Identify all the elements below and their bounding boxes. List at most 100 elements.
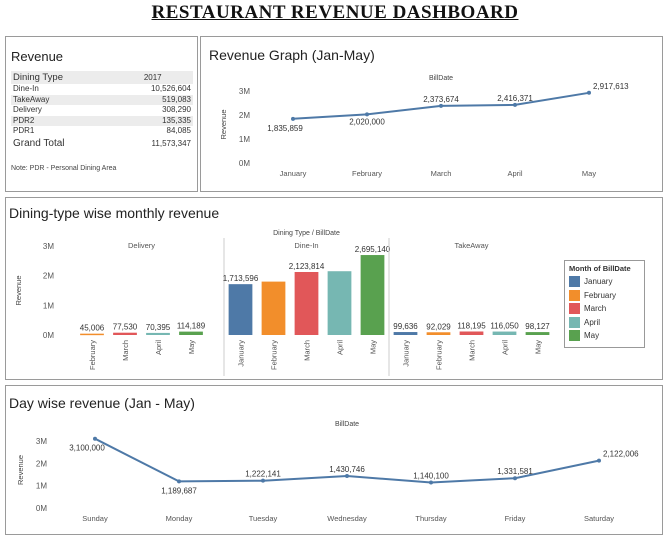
legend-swatch (569, 289, 580, 301)
bar (327, 271, 352, 335)
group-label: Dine-In (294, 241, 318, 250)
group-label: Delivery (128, 241, 155, 250)
bar-value-label: 98,127 (525, 322, 550, 331)
legend-swatch (569, 303, 580, 315)
dining-type-name: Dine-In (13, 84, 39, 93)
bar-value-label: 45,006 (80, 324, 105, 333)
bar (360, 255, 385, 335)
dining-type-title: Dining-type wise monthly revenue (9, 205, 220, 221)
data-point (429, 480, 433, 485)
data-label: 1,835,859 (267, 124, 303, 133)
legend-label: February (584, 290, 617, 300)
x-tick-label: March (431, 169, 452, 178)
x-tick-label: January (280, 169, 307, 178)
legend-item: March (569, 302, 644, 316)
bar-value-label: 70,395 (146, 323, 171, 332)
y-tick-label: 1M (43, 301, 54, 310)
legend-title: Month of BillDate (569, 264, 631, 273)
y-tick-label: 3M (239, 87, 250, 96)
x-tick-label: March (303, 340, 312, 361)
y-tick-label: 3M (36, 437, 47, 446)
dining-type-panel: Dining-type wise monthly revenue Dining … (5, 197, 663, 380)
revenue-row: Delivery 308,290 (11, 105, 193, 116)
bar-value-label: 92,029 (426, 322, 451, 331)
chart-header: BillDate (429, 75, 453, 82)
data-label: 1,331,581 (497, 467, 533, 476)
legend-item: January (569, 275, 644, 289)
bar-value-label: 99,636 (393, 322, 418, 331)
y-tick-label: 0M (239, 159, 250, 168)
legend-label: May (584, 331, 600, 341)
x-tick-label: May (187, 340, 196, 354)
bar (261, 281, 286, 335)
revenue-graph-title: Revenue Graph (Jan-May) (209, 47, 375, 63)
data-label: 1,430,746 (329, 465, 365, 474)
x-tick-label: March (468, 340, 477, 361)
x-tick-label: April (501, 340, 510, 355)
dining-type-name: Delivery (13, 105, 42, 115)
data-point (513, 102, 517, 107)
grand-total-row: Grand Total 11,573,347 (11, 136, 193, 150)
bar-value-label: 1,713,596 (223, 274, 259, 283)
chart-header: Dining Type / BillDate (273, 230, 340, 237)
group-label: TakeAway (454, 241, 488, 250)
y-tick-label: 3M (43, 242, 54, 251)
dining-type-revenue: 84,085 (166, 126, 191, 136)
revenue-table: Dining Type 2017 Dine-In 10,526,604 TakeAw… (11, 71, 193, 150)
legend-swatch (569, 330, 580, 342)
data-label: 2,020,000 (349, 117, 385, 126)
x-tick-label: Saturday (584, 514, 614, 523)
legend-item: February (569, 289, 644, 303)
x-tick-label: February (88, 340, 97, 370)
x-tick-label: March (121, 340, 130, 361)
data-label: 2,416,371 (497, 94, 533, 103)
x-tick-label: Monday (166, 514, 193, 523)
bar (113, 332, 137, 335)
dining-type-name: TakeAway (11, 94, 113, 106)
data-label: 2,122,006 (603, 450, 639, 459)
data-point (93, 436, 97, 441)
bar (525, 332, 550, 335)
x-tick-label: April (154, 340, 163, 355)
bar (426, 332, 451, 335)
data-point (365, 112, 369, 117)
chart-header: BillDate (335, 421, 359, 428)
x-tick-label: February (435, 340, 444, 370)
x-tick-label: February (352, 169, 382, 178)
y-axis-label: Revenue (14, 275, 23, 305)
revenue-row: PDR1 84,085 (11, 126, 193, 137)
bar-value-label: 114,189 (177, 322, 206, 331)
bar (294, 271, 319, 335)
y-tick-label: 0M (43, 331, 54, 340)
data-label: 1,140,100 (413, 472, 449, 481)
bar (228, 284, 253, 335)
dining-type-header: Dining Type (11, 71, 113, 84)
data-point (345, 474, 349, 479)
grand-total-label: Grand Total (11, 136, 113, 150)
revenue-graph-chart: BillDate Revenue 0M 1M 2M 3M January February Ma… (219, 75, 629, 178)
revenue-table-title: Revenue (11, 49, 64, 64)
dining-type-revenue: 135,335 (112, 115, 193, 127)
legend-label: April (584, 317, 601, 327)
legend-label: March (584, 304, 607, 314)
data-label: 1,222,141 (245, 470, 281, 479)
bar (179, 331, 203, 335)
data-point (587, 90, 591, 95)
legend-item: April (569, 316, 644, 330)
data-point (513, 476, 517, 481)
month-legend: Month of BillDate January February March Ap… (564, 260, 645, 348)
data-label: 2,373,674 (423, 95, 459, 104)
bar-value-label: 77,530 (113, 323, 138, 332)
legend-swatch (569, 316, 580, 328)
data-point (597, 458, 601, 463)
x-tick-label: February (270, 340, 279, 370)
y-tick-label: 1M (36, 482, 47, 491)
x-tick-label: May (534, 340, 543, 354)
x-tick-label: January (237, 340, 246, 367)
revenue-row: TakeAway 519,083 (11, 94, 193, 106)
data-point (291, 116, 295, 121)
legend-label: January (584, 277, 613, 287)
x-tick-label: April (336, 340, 345, 355)
x-tick-label: Tuesday (249, 514, 278, 523)
y-tick-label: 2M (239, 111, 250, 120)
